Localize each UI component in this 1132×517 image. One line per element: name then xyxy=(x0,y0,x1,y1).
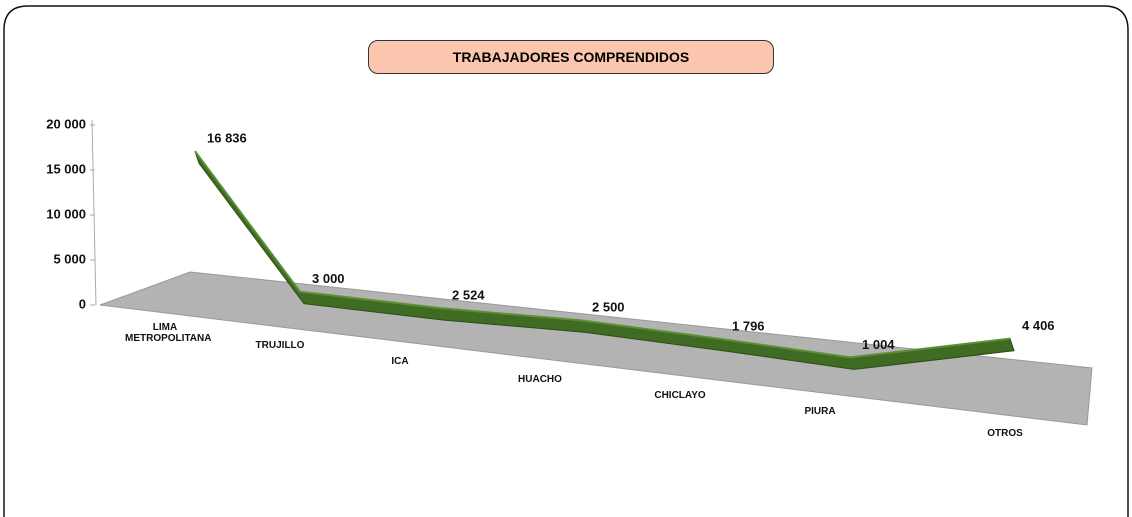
y-tick-label: 5 000 xyxy=(53,251,86,266)
x-tick-label: LIMA METROPOLITANA xyxy=(125,322,212,344)
value-label: 4 406 xyxy=(1022,318,1055,333)
value-label: 1 796 xyxy=(732,318,765,333)
x-tick-label: ICA xyxy=(391,356,409,367)
y-tick-label: 10 000 xyxy=(46,206,86,221)
x-tick-label: PIURA xyxy=(804,406,836,417)
value-label: 3 000 xyxy=(312,271,345,286)
y-tick-label: 0 xyxy=(79,296,86,311)
x-tick-label: CHICLAYO xyxy=(654,390,706,401)
y-tick-label: 15 000 xyxy=(46,161,86,176)
chart-title: TRABAJADORES COMPRENDIDOS xyxy=(368,40,774,74)
floor xyxy=(99,271,1093,426)
value-label: 2 500 xyxy=(592,300,625,315)
value-label: 2 524 xyxy=(452,288,485,303)
x-tick-label: TRUJILLO xyxy=(255,340,305,351)
x-tick-label: HUACHO xyxy=(518,374,562,385)
value-label: 1 004 xyxy=(862,337,895,352)
y-tick-label: 20 000 xyxy=(46,116,86,131)
line xyxy=(194,150,1011,359)
value-label: 16 836 xyxy=(207,131,247,146)
y-axis xyxy=(91,119,97,306)
x-tick-label: OTROS xyxy=(987,428,1023,439)
frame-border xyxy=(3,5,1129,517)
